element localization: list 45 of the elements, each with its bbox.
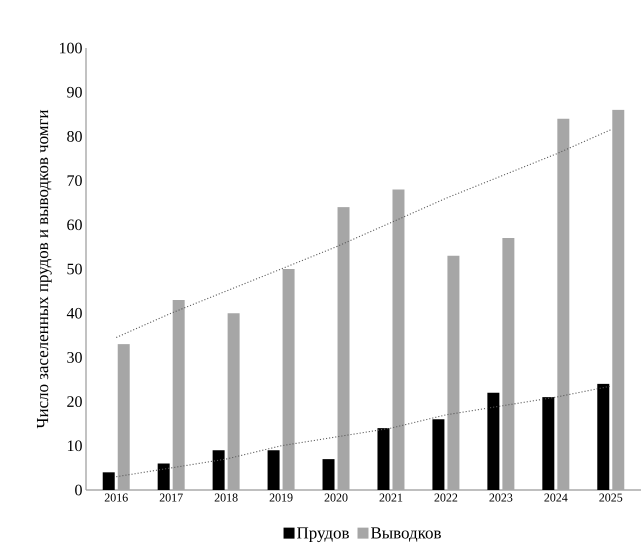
x-tick-label: 2020	[324, 494, 348, 502]
y-axis-title: Число заселенных прудов и выводков чомги	[36, 110, 52, 428]
x-tick-label: 2019	[270, 494, 293, 502]
bar	[228, 313, 240, 490]
x-tick-label: 2022	[434, 494, 458, 502]
legend-label: Выводков	[370, 527, 441, 542]
y-tick-label: 10	[68, 440, 82, 452]
y-tick-label: 50	[67, 264, 82, 274]
y-tick-label: 90	[67, 86, 82, 98]
y-tick-label: 20	[67, 396, 82, 407]
bar	[447, 256, 460, 490]
x-tick-label: 2017	[160, 494, 183, 502]
x-tick-label: 2025	[599, 494, 622, 502]
y-tick-label: 70	[68, 175, 82, 186]
y-tick-label: 60	[67, 219, 82, 230]
y-tick-label: 100	[60, 42, 82, 54]
bar	[338, 207, 350, 490]
x-tick-label: 2021	[380, 494, 402, 502]
bar	[487, 392, 500, 490]
y-tick-label: 0	[75, 484, 82, 496]
x-tick-label: 2018	[214, 494, 238, 502]
y-tick-label: 40	[66, 308, 82, 319]
bar	[212, 450, 225, 490]
bar	[502, 238, 514, 490]
bar	[322, 459, 335, 490]
bar	[612, 110, 624, 490]
y-tick-label: 80	[67, 131, 82, 142]
bar	[597, 384, 610, 490]
bar	[268, 450, 280, 490]
bar	[118, 344, 130, 490]
y-tick-label: 30	[67, 352, 82, 363]
legend-label: Прудов	[297, 527, 349, 542]
x-tick-label: 2024	[544, 494, 568, 502]
x-tick-label: 2023	[489, 494, 512, 502]
bar	[542, 397, 554, 490]
bar	[392, 189, 404, 490]
bar	[557, 118, 570, 490]
line-series	[116, 129, 612, 338]
bar	[172, 300, 185, 490]
bar	[432, 419, 444, 490]
bar	[158, 463, 170, 490]
x-tick-label: 2016	[104, 494, 128, 502]
bar	[282, 269, 295, 490]
bar	[377, 428, 390, 490]
bar	[102, 472, 115, 490]
